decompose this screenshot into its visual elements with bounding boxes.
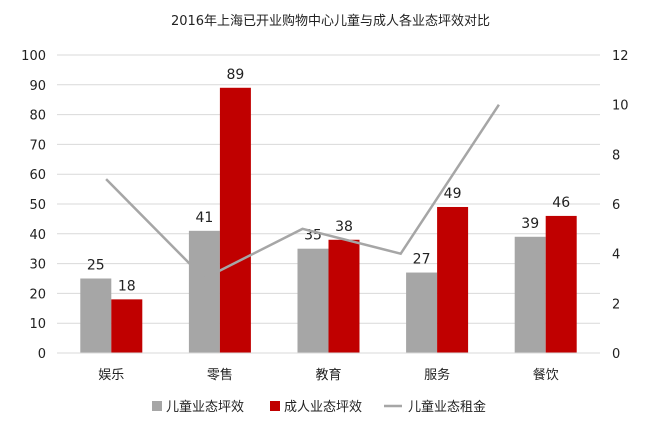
y-tick-label: 0 bbox=[38, 347, 46, 362]
data-label: 18 bbox=[118, 278, 136, 294]
bar-adult bbox=[111, 299, 143, 353]
line-series bbox=[105, 103, 500, 281]
legend-label: 儿童业态坪效 bbox=[166, 399, 244, 415]
data-label: 25 bbox=[87, 258, 105, 274]
y2-tick-label: 4 bbox=[612, 248, 620, 263]
data-label: 89 bbox=[226, 67, 244, 83]
legend-label: 成人业态坪效 bbox=[284, 400, 362, 415]
bar-child bbox=[297, 248, 329, 353]
y-tick-label: 10 bbox=[29, 317, 46, 332]
y-tick-label: 80 bbox=[29, 109, 46, 124]
data-label: 46 bbox=[552, 195, 570, 211]
y-tick-label: 30 bbox=[29, 258, 46, 273]
bar-child bbox=[188, 230, 220, 353]
y2-tick-label: 10 bbox=[612, 99, 629, 114]
data-label: 39 bbox=[521, 216, 539, 232]
x-tick-label: 服务 bbox=[424, 367, 450, 383]
y2-tick-label: 8 bbox=[612, 148, 620, 163]
y2-tick-label: 6 bbox=[612, 198, 620, 213]
y-tick-label: 50 bbox=[29, 198, 46, 213]
bar-child bbox=[80, 278, 112, 353]
x-tick-label: 教育 bbox=[315, 367, 341, 383]
y-tick-label: 60 bbox=[29, 168, 46, 183]
y-tick-label: 90 bbox=[29, 79, 46, 94]
y2-tick-label: 12 bbox=[612, 49, 629, 64]
y-tick-label: 100 bbox=[21, 49, 46, 64]
data-label: 38 bbox=[335, 219, 353, 235]
x-tick-label: 餐饮 bbox=[533, 367, 559, 383]
legend-swatch bbox=[270, 401, 280, 411]
x-tick-label: 零售 bbox=[207, 367, 233, 383]
data-label: 27 bbox=[413, 252, 431, 268]
bar-child bbox=[514, 236, 546, 353]
data-label: 41 bbox=[195, 210, 213, 226]
y-tick-label: 70 bbox=[29, 138, 46, 153]
y-tick-label: 40 bbox=[29, 228, 46, 243]
bar-adult bbox=[437, 206, 469, 353]
bar-adult bbox=[328, 239, 360, 353]
y2-tick-label: 2 bbox=[612, 297, 620, 312]
bar-adult bbox=[219, 87, 251, 353]
bar-adult bbox=[545, 215, 577, 353]
legend-swatch bbox=[152, 401, 162, 411]
chart-title: 2016年上海已开业购物中心儿童与成人各业态坪效对比 bbox=[170, 14, 491, 29]
y2-tick-label: 0 bbox=[612, 347, 620, 362]
legend-label: 儿童业态租金 bbox=[408, 399, 486, 415]
x-tick-label: 娱乐 bbox=[98, 368, 124, 383]
data-label: 49 bbox=[444, 186, 462, 202]
y-tick-label: 20 bbox=[29, 287, 46, 302]
bar-child bbox=[406, 272, 438, 353]
